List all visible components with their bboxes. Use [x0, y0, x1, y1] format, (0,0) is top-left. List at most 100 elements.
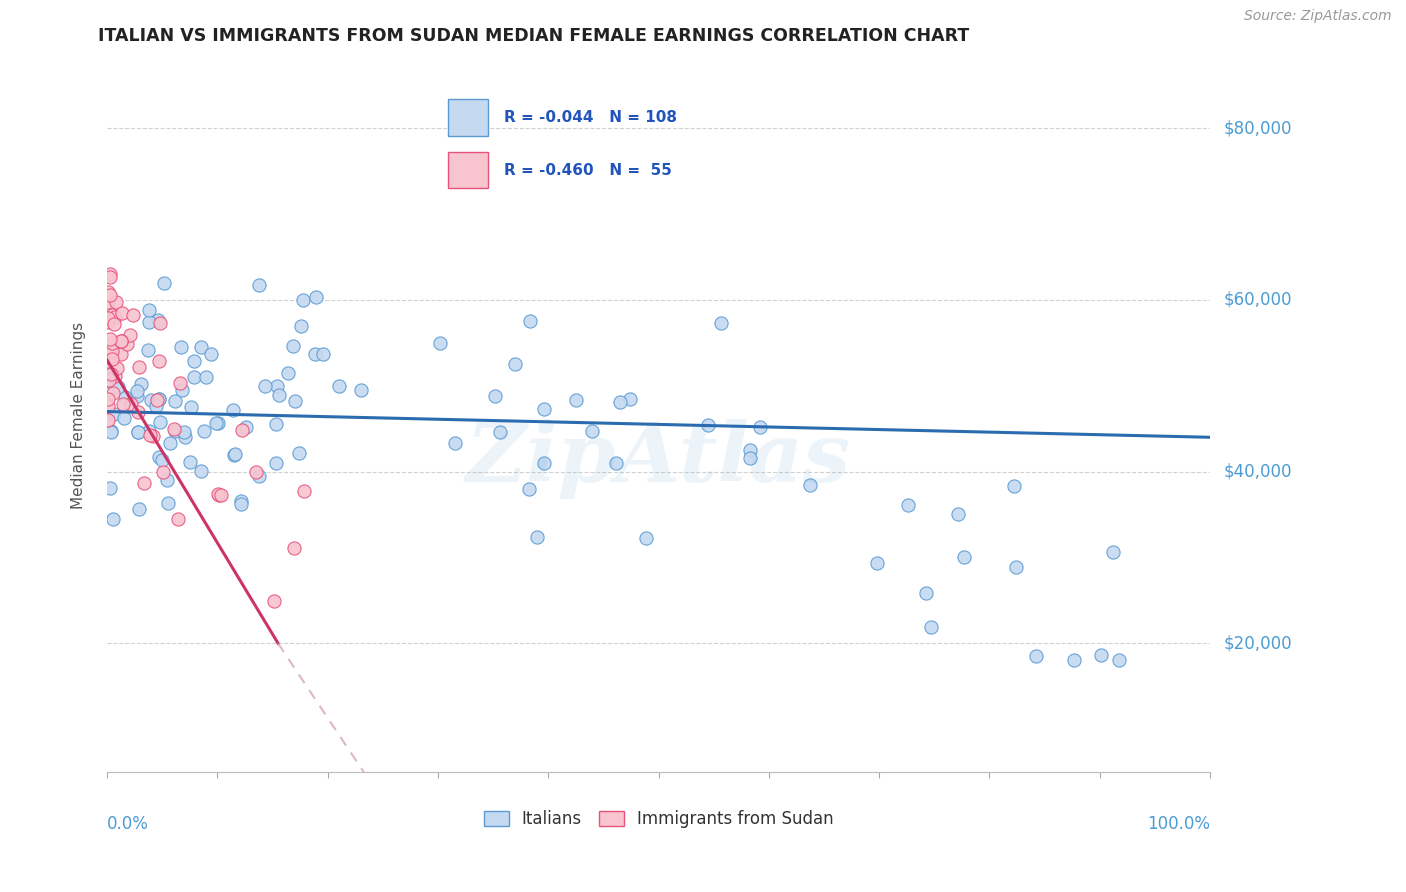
Point	[179, 455, 201, 469]
Text: $20,000: $20,000	[1225, 634, 1292, 652]
Point	[173, 425, 195, 439]
Point	[98, 332, 121, 346]
Point	[125, 384, 148, 398]
Point	[533, 456, 555, 470]
Point	[165, 424, 187, 438]
Point	[305, 290, 328, 304]
Point	[101, 343, 124, 358]
Point	[101, 511, 124, 525]
Point	[193, 425, 215, 439]
Point	[110, 334, 132, 348]
Point	[128, 502, 150, 516]
Point	[110, 347, 132, 361]
Point	[277, 366, 299, 380]
Point	[231, 494, 253, 508]
Point	[97, 412, 120, 426]
Point	[110, 334, 132, 348]
Point	[503, 357, 526, 371]
Point	[304, 347, 326, 361]
Point	[1090, 648, 1112, 662]
Point	[149, 415, 172, 429]
Point	[231, 423, 253, 437]
Point	[183, 354, 205, 368]
Point	[267, 387, 290, 401]
Point	[533, 402, 555, 417]
Point	[190, 340, 212, 354]
Point	[738, 450, 761, 465]
Point	[103, 407, 125, 421]
Point	[98, 288, 121, 302]
Point	[696, 417, 718, 432]
Point	[101, 351, 124, 366]
Point	[484, 389, 506, 403]
Point	[150, 452, 173, 467]
Point	[104, 369, 127, 384]
Point	[207, 487, 229, 501]
Point	[127, 389, 149, 403]
Point	[263, 593, 285, 607]
Point	[205, 416, 228, 430]
Point	[105, 361, 128, 376]
Point	[253, 378, 276, 392]
Point	[105, 294, 128, 309]
Text: ITALIAN VS IMMIGRANTS FROM SUDAN MEDIAN FEMALE EARNINGS CORRELATION CHART: ITALIAN VS IMMIGRANTS FROM SUDAN MEDIAN …	[98, 27, 970, 45]
Point	[915, 586, 938, 600]
Point	[148, 450, 170, 465]
Point	[103, 317, 125, 331]
Point	[581, 424, 603, 438]
Point	[180, 400, 202, 414]
Point	[152, 466, 174, 480]
Point	[120, 397, 142, 411]
Point	[195, 370, 218, 384]
Point	[148, 354, 170, 368]
Point	[605, 457, 627, 471]
Legend: Italians, Immigrants from Sudan: Italians, Immigrants from Sudan	[477, 804, 841, 835]
Text: $60,000: $60,000	[1225, 291, 1292, 309]
Point	[111, 306, 134, 320]
Point	[97, 315, 120, 329]
Text: 0.0%: 0.0%	[107, 814, 149, 833]
Point	[146, 312, 169, 326]
Point	[100, 367, 122, 381]
Point	[98, 267, 121, 281]
Point	[266, 456, 288, 470]
Point	[114, 391, 136, 405]
Point	[111, 334, 134, 348]
Point	[247, 468, 270, 483]
Point	[174, 430, 197, 444]
Point	[292, 484, 315, 499]
Point	[170, 383, 193, 397]
Point	[112, 397, 135, 411]
Point	[127, 425, 149, 439]
Point	[247, 277, 270, 292]
Point	[98, 373, 121, 387]
Point	[517, 483, 540, 497]
Point	[209, 488, 232, 502]
Point	[118, 328, 141, 343]
Point	[100, 367, 122, 381]
Point	[183, 369, 205, 384]
Point	[156, 473, 179, 487]
Point	[159, 435, 181, 450]
Point	[328, 379, 350, 393]
Point	[284, 393, 307, 408]
Point	[142, 429, 165, 443]
Point	[170, 340, 193, 354]
Text: $40,000: $40,000	[1225, 463, 1292, 481]
Point	[222, 448, 245, 462]
Point	[190, 465, 212, 479]
Point	[138, 303, 160, 318]
Point	[163, 393, 186, 408]
Text: $80,000: $80,000	[1225, 120, 1292, 137]
Point	[636, 532, 658, 546]
Point	[97, 399, 120, 413]
Point	[229, 497, 252, 511]
Point	[132, 475, 155, 490]
Point	[738, 442, 761, 457]
Point	[146, 392, 169, 407]
Point	[100, 425, 122, 439]
Point	[139, 428, 162, 442]
Point	[152, 277, 174, 291]
Point	[122, 308, 145, 322]
Point	[288, 446, 311, 460]
